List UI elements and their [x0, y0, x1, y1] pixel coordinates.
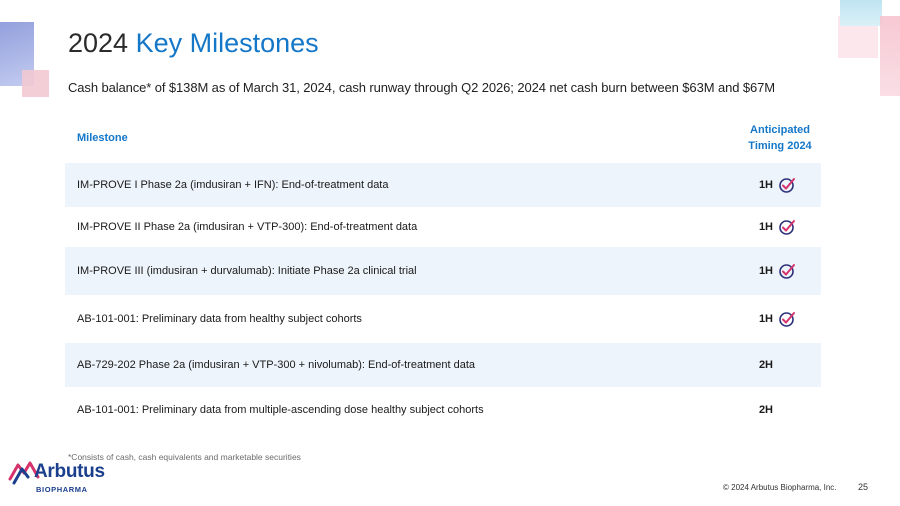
table-header: Milestone Anticipated Timing 2024 — [65, 113, 821, 163]
timing-value: 1H — [758, 313, 773, 325]
milestone-label: AB-729-202 Phase 2a (imdusiran + VTP-300… — [77, 359, 476, 371]
milestone-label: IM-PROVE I Phase 2a (imdusiran + IFN): E… — [77, 179, 389, 191]
table-row: AB-101-001: Preliminary data from health… — [65, 295, 821, 343]
completed-check-icon — [779, 220, 795, 235]
table-body: IM-PROVE I Phase 2a (imdusiran + IFN): E… — [65, 163, 821, 433]
milestone-label: IM-PROVE III (imdusiran + durvalumab): I… — [77, 265, 417, 277]
footnote: *Consists of cash, cash equivalents and … — [68, 452, 301, 462]
page-number: 25 — [858, 482, 869, 492]
timing-cell: 1H — [739, 218, 821, 236]
timing-value: 1H — [758, 179, 773, 191]
table-row: IM-PROVE III (imdusiran + durvalumab): I… — [65, 247, 821, 295]
timing-cell: 2H — [739, 359, 821, 371]
timing-value: 1H — [758, 221, 773, 233]
table-row: AB-729-202 Phase 2a (imdusiran + VTP-300… — [65, 343, 821, 387]
table-row: AB-101-001: Preliminary data from multip… — [65, 387, 821, 433]
completed-check-icon — [779, 178, 795, 193]
milestone-label: AB-101-001: Preliminary data from health… — [77, 313, 362, 325]
title-year: 2024 — [68, 28, 129, 58]
timing-value: 2H — [758, 404, 773, 416]
timing-value: 1H — [758, 265, 773, 277]
logo-sub: BIOPHARMA — [36, 485, 88, 494]
completed-check-icon — [779, 312, 795, 327]
milestone-label: AB-101-001: Preliminary data from multip… — [77, 404, 484, 416]
timing-cell: 1H — [739, 310, 821, 328]
timing-cell: 1H — [739, 176, 821, 194]
logo-mark-icon — [8, 461, 40, 485]
milestone-label: IM-PROVE II Phase 2a (imdusiran + VTP-30… — [77, 221, 418, 233]
copyright: © 2024 Arbutus Biopharma, Inc. — [723, 483, 837, 492]
decor-square-pink — [22, 70, 49, 97]
header-milestone: Milestone — [77, 132, 128, 144]
timing-cell: 2H — [739, 404, 821, 416]
company-logo: Arbutus BIOPHARMA — [8, 457, 118, 497]
header-timing-line2: Timing 2024 — [748, 140, 812, 152]
decor-bar-pink — [880, 16, 900, 96]
timing-cell: 1H — [739, 262, 821, 280]
subtitle: Cash balance* of $138M as of March 31, 2… — [68, 80, 775, 95]
page-title: 2024 Key Milestones — [68, 28, 319, 59]
logo-name: Arbutus — [34, 461, 105, 482]
header-timing-line1: Anticipated — [750, 124, 810, 136]
timing-value: 2H — [758, 359, 773, 371]
title-accent: Key Milestones — [135, 28, 319, 58]
table-row: IM-PROVE II Phase 2a (imdusiran + VTP-30… — [65, 207, 821, 247]
decor-square-cyan — [840, 0, 882, 26]
header-timing: Anticipated Timing 2024 — [739, 122, 821, 154]
milestones-table: Milestone Anticipated Timing 2024 IM-PRO… — [65, 113, 821, 433]
completed-check-icon — [779, 264, 795, 279]
table-row: IM-PROVE I Phase 2a (imdusiran + IFN): E… — [65, 163, 821, 207]
